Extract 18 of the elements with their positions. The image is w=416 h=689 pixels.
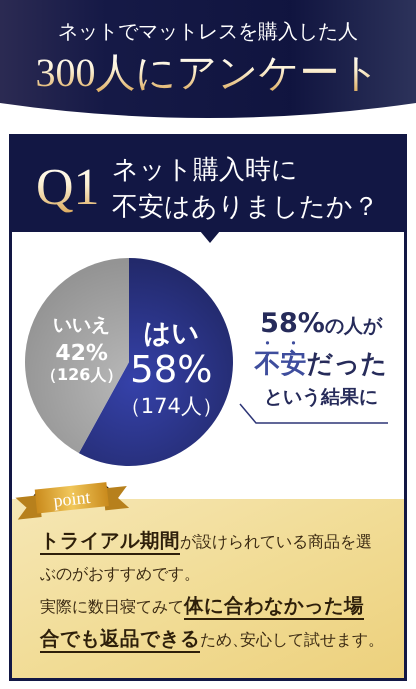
text: 実際に数日寝てみて体に合わなかった場合でも返品できるため、安心して試せます。 <box>40 593 377 652</box>
slice-label: はい <box>143 318 200 349</box>
chart-subtitle: 300人にアンケート <box>36 50 380 95</box>
data-label: 58% <box>130 348 212 391</box>
pie-slice <box>25 258 129 454</box>
text: 不安はありましたか？ <box>112 192 379 221</box>
text: 58%の人が <box>260 308 383 339</box>
text: 不安だった <box>254 349 388 379</box>
text: トライアル期間が設けられている商品を選ぶのがおすすめです。 <box>40 528 373 585</box>
text: （126人） <box>40 364 122 384</box>
text: Q1 <box>36 159 100 216</box>
data-label: 42% <box>55 340 108 366</box>
text: ネット購入時に <box>112 155 298 184</box>
text: （174人） <box>120 394 223 418</box>
text: point <box>52 486 92 511</box>
text: という結果に <box>264 386 378 408</box>
chart-title: ネットでマットレスを購入した人 <box>58 21 358 43</box>
slice-label: いいえ <box>53 314 110 336</box>
